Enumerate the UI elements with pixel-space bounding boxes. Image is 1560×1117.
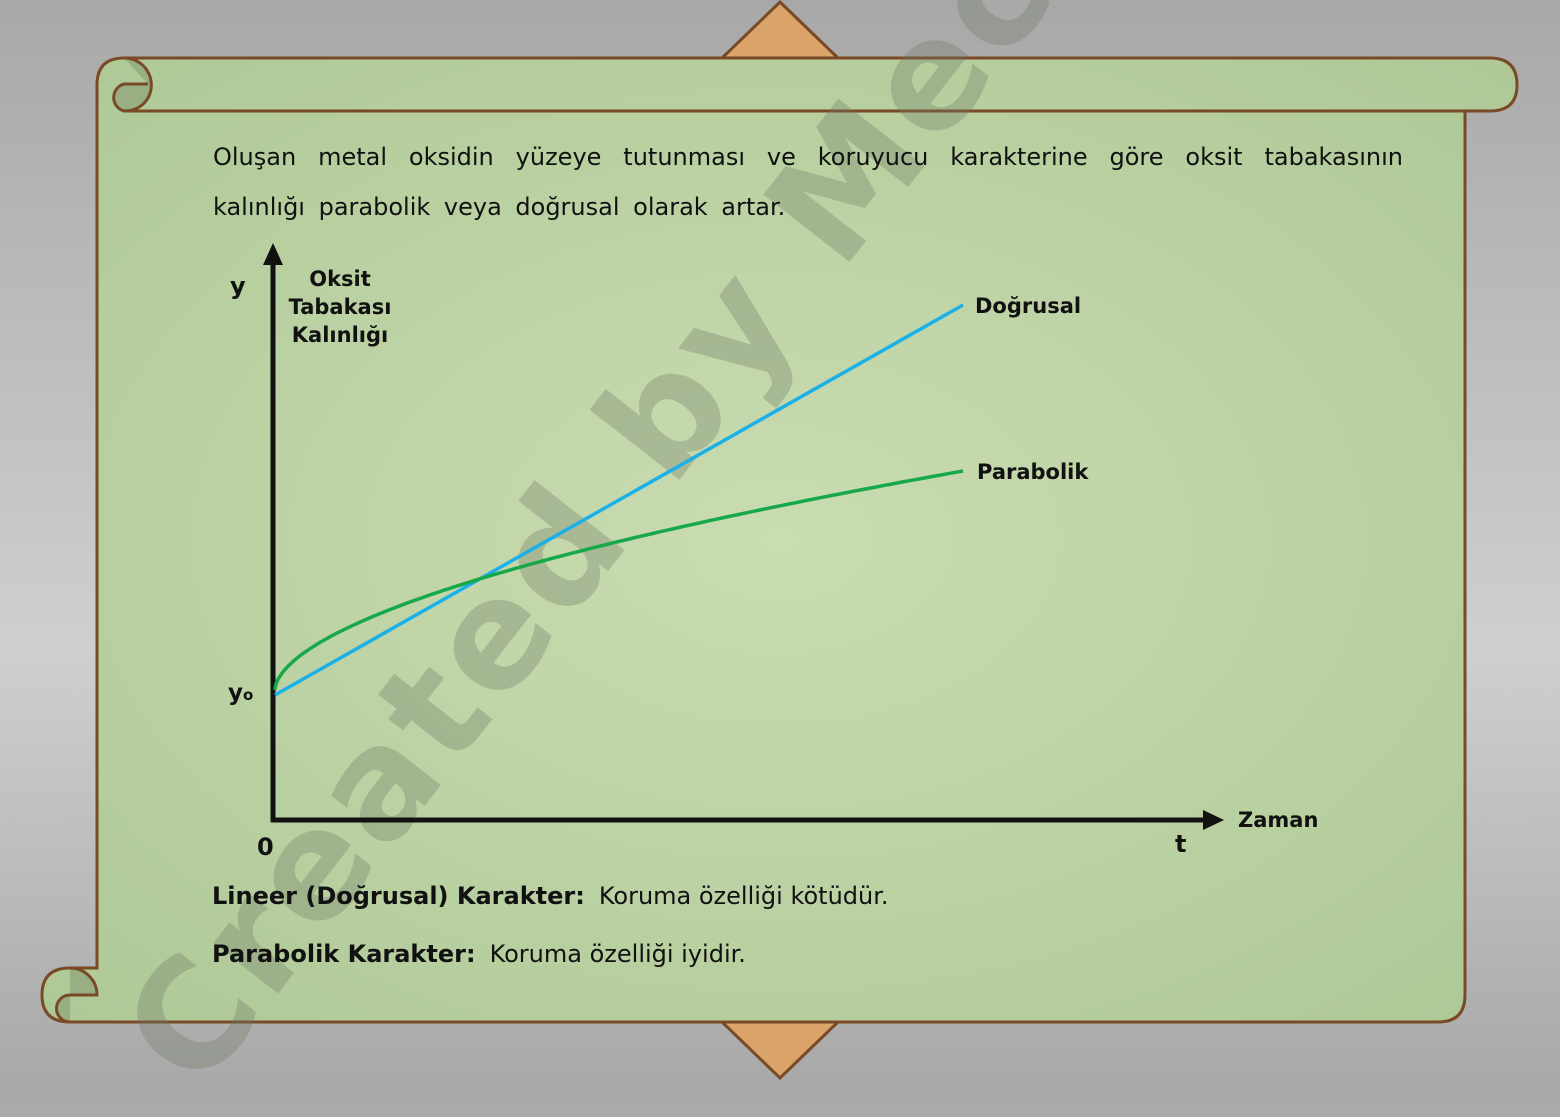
- y-axis-label-line: Oksit: [309, 267, 371, 291]
- x-axis-label: Zaman: [1238, 808, 1319, 832]
- y-axis-label-line: Kalınlığı: [291, 323, 389, 347]
- curve-label-parabolik: Parabolik: [977, 460, 1089, 484]
- x-axis-arrow: [1203, 810, 1224, 830]
- curve-label-dogrusal: Doğrusal: [975, 294, 1082, 318]
- y0-symbol: y: [228, 680, 243, 706]
- x-axis-symbol: t: [1175, 830, 1187, 858]
- intro-text: Oluşan metal oksidin yüzeye tutunması ve…: [213, 143, 1403, 221]
- top-roll-curl: [112, 56, 153, 113]
- y-axis-symbol: y: [230, 272, 246, 300]
- note-text: Koruma özelliği iyidir.: [489, 940, 746, 968]
- y-axis-label-line: Tabakası: [288, 295, 392, 319]
- y0-subscript: o: [243, 686, 254, 704]
- y-axis-arrow: [263, 243, 283, 265]
- note-linear: Lineer (Doğrusal) Karakter: Koruma özelli…: [212, 882, 889, 910]
- curve-dogrusal: [274, 303, 964, 697]
- origin-label: 0: [257, 833, 274, 861]
- scroll-body: [40, 56, 1519, 1024]
- curve-parabolik: [273, 469, 964, 691]
- bottom-roll-curl: [55, 966, 99, 1024]
- note-label: Lineer (Doğrusal) Karakter:: [212, 882, 585, 910]
- oxide-thickness-diagram: [263, 243, 1224, 830]
- note-label: Parabolik Karakter:: [212, 940, 476, 968]
- note-text: Koruma özelliği kötüdür.: [598, 882, 889, 910]
- scroll-background: [40, 0, 1519, 1080]
- y-axis-label: Oksit Tabakası Kalınlığı: [285, 265, 395, 349]
- note-parabolic: Parabolik Karakter: Koruma özelliği iyidi…: [212, 940, 746, 968]
- y0-label: yo: [228, 680, 253, 706]
